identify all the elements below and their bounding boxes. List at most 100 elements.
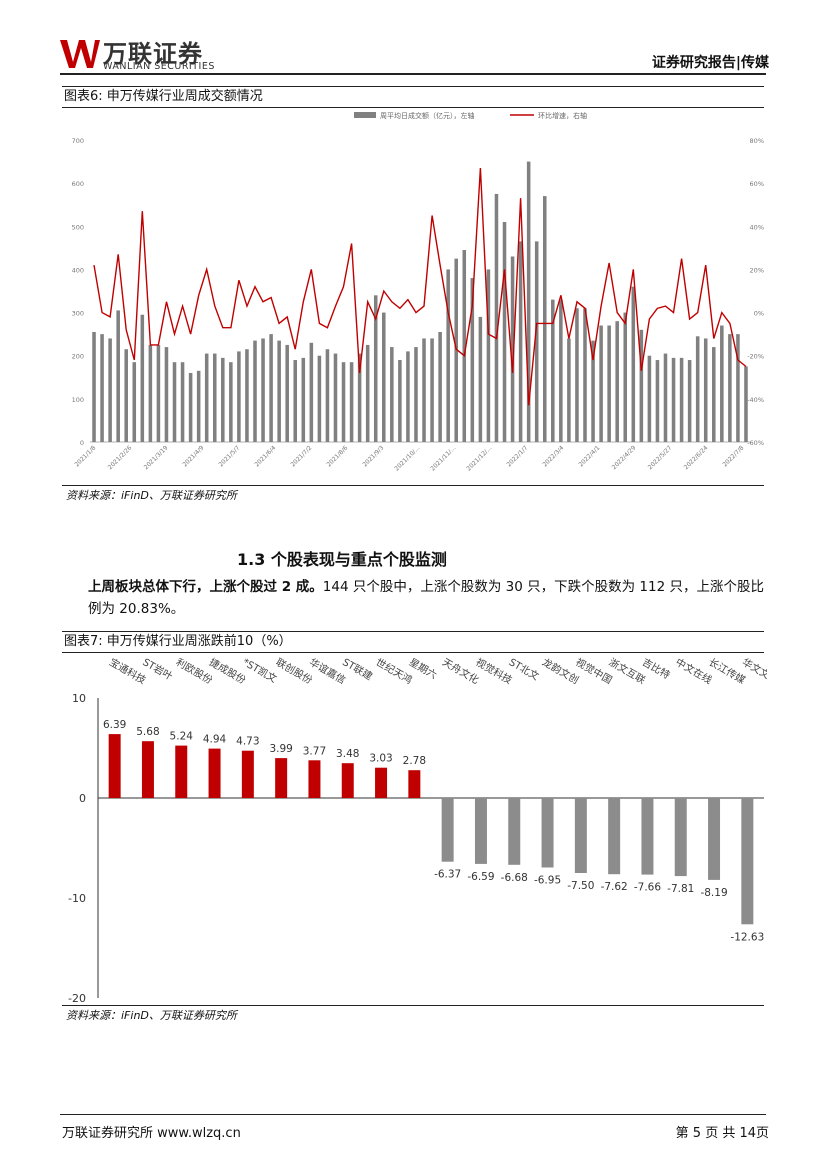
x-axis-tick-label: 2021/5/7 (217, 444, 241, 468)
volume-bar (534, 241, 539, 442)
volume-bar (365, 344, 370, 442)
volume-bar (221, 357, 225, 442)
volume-bar (237, 351, 241, 442)
data-label: -6.59 (467, 871, 494, 883)
volume-bar (406, 351, 410, 442)
right-axis-tick-label: -60% (747, 439, 764, 447)
volume-bar (623, 312, 628, 442)
footer-right: 第 5 页 共 14页 (675, 1126, 769, 1141)
data-label: 6.39 (103, 719, 126, 731)
volume-bar (486, 269, 491, 442)
volume-bar (341, 362, 346, 442)
x-axis-tick-label: 2021/10/... (393, 444, 421, 472)
volume-bar (245, 349, 249, 442)
volume-bar (510, 256, 515, 442)
x-axis-tick-label: 2021/6/4 (253, 444, 277, 468)
volume-bar (695, 336, 700, 442)
left-axis-tick-label: 0 (80, 439, 84, 447)
x-axis-tick-label: 2022/5/27 (647, 444, 674, 471)
figure6-chart-svg: 周平均日成交额（亿元），左轴 环比增速，右轴 0 100 200 300 400 500 600… (72, 111, 764, 473)
bar (175, 745, 188, 798)
volume-bar (663, 353, 668, 442)
figure7-caption: 图表7: 申万传媒行业周涨跌前10（%） (62, 631, 764, 653)
volume-bar (325, 349, 330, 442)
volume-bar (591, 340, 595, 442)
report-type: 证券研究报告|传媒 (651, 55, 769, 71)
data-label: 5.68 (136, 726, 159, 738)
volume-bar (526, 161, 531, 443)
volume-bar (204, 353, 209, 442)
volume-bar (422, 338, 426, 442)
x-axis-tick-label: 2021/1/8 (73, 444, 97, 468)
bar (741, 798, 754, 925)
volume-bar (454, 258, 458, 442)
volume-bar (446, 269, 450, 442)
right-axis-tick-label: -40% (747, 396, 764, 404)
bar (574, 798, 587, 873)
volume-bar (502, 221, 507, 442)
x-axis-tick-label: 2021/8/6 (325, 444, 349, 468)
data-label: 3.99 (269, 743, 292, 755)
bar (641, 798, 654, 875)
legend-line-label: 环比增速，右轴 (538, 111, 587, 120)
volume-bar (92, 331, 96, 442)
x-axis-tick-label: 2021/12/... (465, 444, 493, 472)
x-axis-tick-label: 2022/6/24 (683, 444, 710, 471)
category-label: 龙韵文创 (540, 655, 581, 686)
category-label: 华文文化 (740, 655, 767, 686)
volume-bar (196, 370, 201, 442)
volume-bar (671, 357, 676, 442)
volume-bar (188, 372, 193, 442)
volume-bar (293, 360, 298, 442)
figure7-caption-text: 图表7: 申万传媒行业周涨跌前10（%） (64, 634, 292, 649)
x-axis-tick-label: 2022/7/8 (721, 444, 745, 468)
volume-bar (382, 312, 386, 442)
volume-bar (116, 310, 120, 442)
volume-bar (309, 342, 314, 442)
figure7-chart: 10 0 -10 -20 6.39 宝通科技 5.68 ST岩叶 5.24 利欧股份 4.94 捷成股… (62, 652, 781, 1008)
bar (375, 767, 388, 798)
volume-bar (567, 338, 571, 442)
volume-bar (349, 362, 354, 442)
bar (541, 798, 554, 868)
volume-bar (615, 321, 619, 442)
category-label: 长江传媒 (707, 656, 748, 686)
volume-bar (414, 347, 418, 442)
legend-bar-label: 周平均日成交额（亿元），左轴 (380, 111, 475, 120)
data-label: 3.48 (336, 748, 359, 760)
figure7-chart-svg: 100-10-206.39宝通科技5.68ST岩叶5.24利欧股份4.94捷成股… (68, 655, 781, 1005)
header-rule (60, 73, 766, 75)
category-label: 华谊嘉信 (307, 655, 348, 686)
volume-bar (655, 360, 660, 442)
figure6-caption-text: 图表6: 申万传媒行业周成交额情况 (64, 89, 263, 104)
bar (141, 741, 154, 798)
volume-bar (736, 334, 740, 442)
volume-bar (744, 366, 748, 442)
left-axis-tick-label: 100 (72, 396, 84, 404)
volume-bar (164, 347, 169, 442)
category-label: 利欧股份 (174, 656, 215, 686)
volume-bar (108, 338, 112, 442)
volume-bar (140, 314, 145, 442)
bar (508, 798, 521, 865)
x-axis-tick-label: 2021/3/19 (143, 444, 170, 471)
volume-bar (583, 308, 587, 442)
volume-bar (712, 347, 716, 442)
left-axis-tick-label: 700 (72, 137, 84, 145)
x-axis-tick-label: 2022/3/4 (541, 444, 565, 468)
category-label: 视觉科技 (473, 655, 514, 686)
bar (108, 734, 121, 798)
paragraph-rest: 144 只个股中，上涨个股数为 30 只，下跌个股数为 112 只，上涨个股比例… (88, 579, 764, 617)
brand-logo-mark (60, 40, 100, 68)
x-axis-tick-label: 2021/11/... (429, 444, 457, 472)
volume-bar (559, 299, 563, 442)
volume-bar (156, 344, 161, 442)
brand-name-cn: 万联证券 (103, 40, 203, 68)
volume-bar (703, 338, 708, 442)
bar (708, 798, 721, 880)
footer-left: 万联证券研究所 www.wlzq.cn (62, 1126, 241, 1141)
volume-bar (277, 340, 281, 442)
figure7-source: 资料来源：iFinD、万联证券研究所 (66, 1009, 237, 1022)
volume-bar (575, 308, 579, 442)
volume-bar (373, 295, 378, 442)
